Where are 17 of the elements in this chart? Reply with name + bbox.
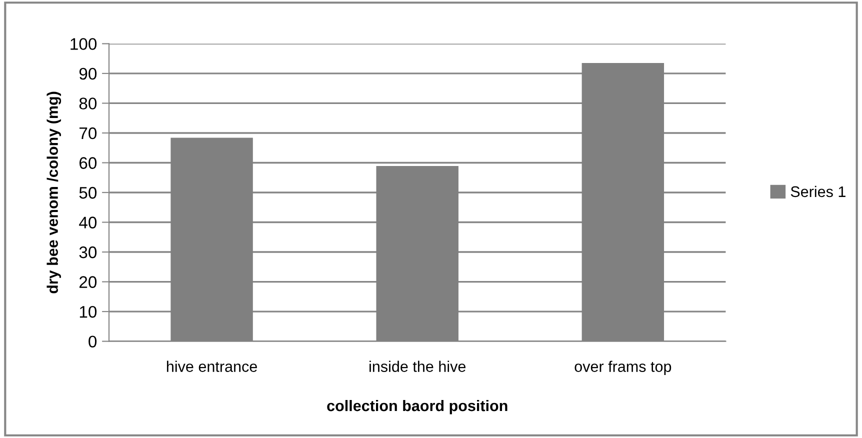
y-tick-label: 80 [79,98,97,110]
x-tick-label: hive entrance [166,360,257,372]
y-tick-label: 20 [79,276,97,288]
y-tick-label: 70 [80,127,97,140]
y-tick-label: 60 [80,157,97,169]
x-axis-title: collection baord position [327,400,508,414]
y-tick-label: 30 [79,246,97,258]
y-tick-label: 40 [79,216,97,228]
y-axis-title: dry bee venom /colony (mg) [46,92,62,294]
y-tick-label: 100 [70,38,97,50]
y-tick-label: 90 [79,68,97,80]
x-tick-label: inside the hive [370,360,466,372]
legend-label: Series 1 [790,186,846,198]
y-tick-label: 10 [80,306,97,318]
y-tick-label: 50 [79,186,97,199]
x-tick-label: over frams top [574,360,672,375]
y-tick-label: 0 [88,336,97,348]
